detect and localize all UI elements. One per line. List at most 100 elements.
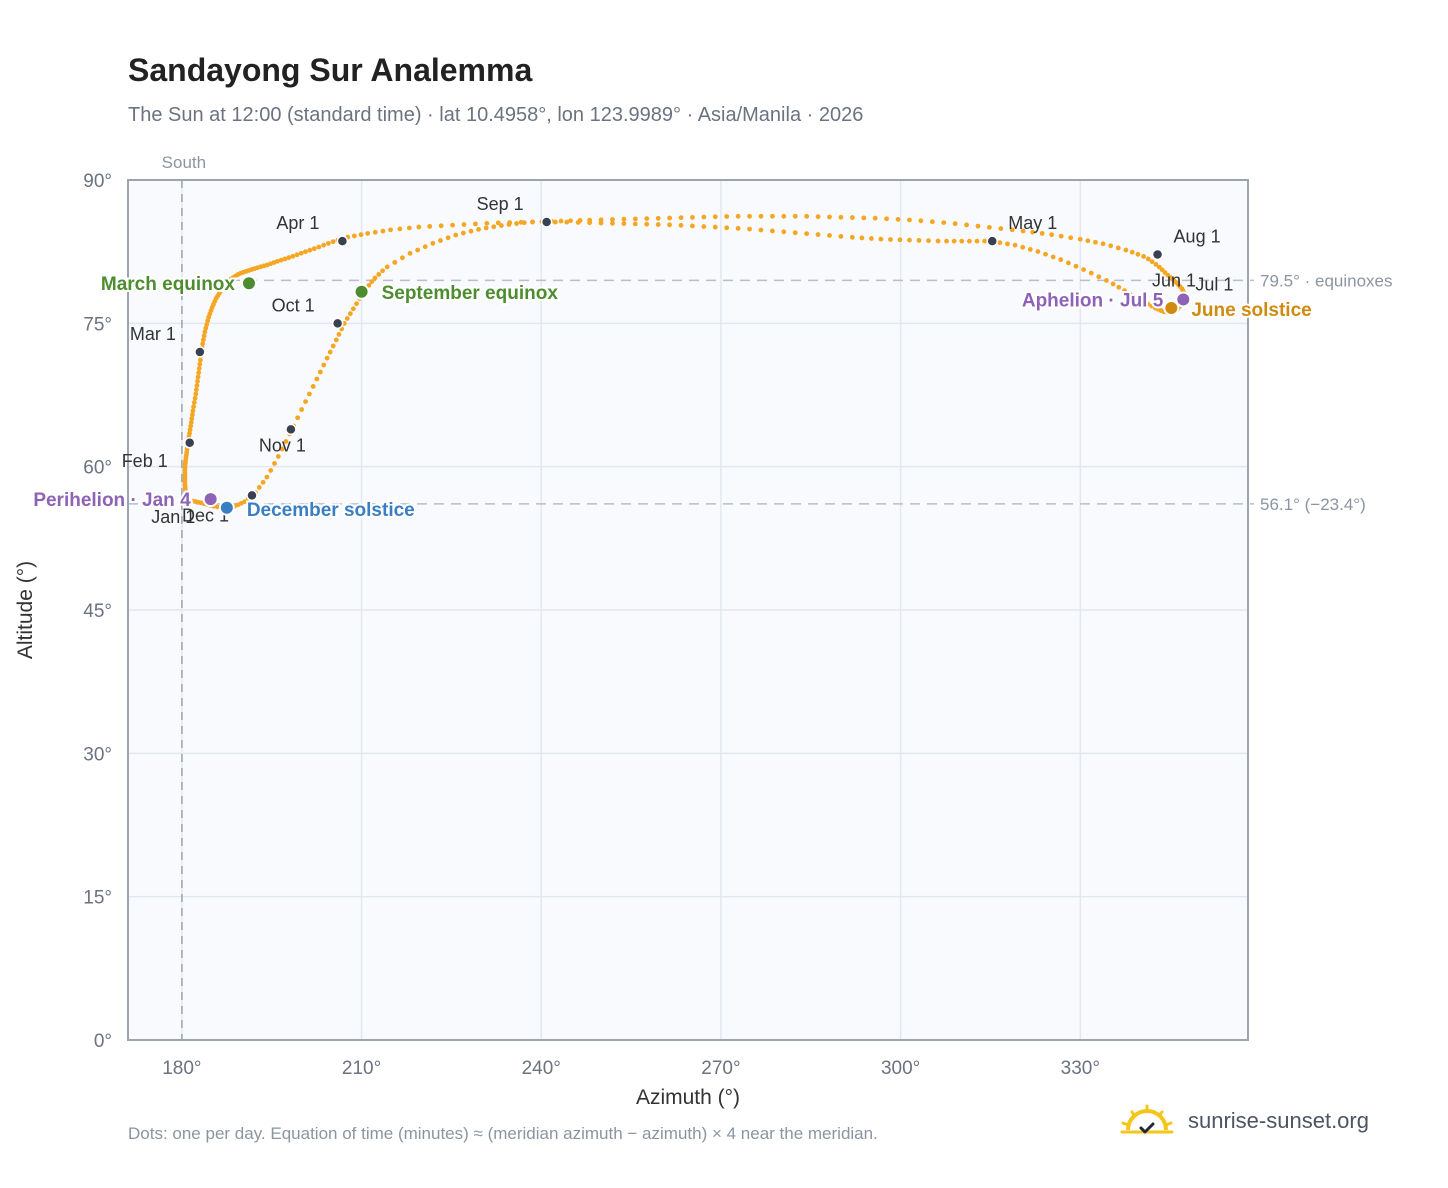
daily-sun-dot xyxy=(781,213,787,219)
daily-sun-dot xyxy=(299,407,305,412)
daily-sun-dot xyxy=(747,213,752,219)
daily-sun-dot xyxy=(1012,242,1018,248)
event-label: June solstice xyxy=(1191,300,1311,321)
y-tick-label: 15° xyxy=(83,888,112,909)
daily-sun-dot xyxy=(929,219,935,225)
month-label: Feb 1 xyxy=(122,451,168,471)
daily-sun-dot xyxy=(187,427,193,433)
event-marker xyxy=(1175,291,1192,308)
daily-sun-dot xyxy=(201,333,207,339)
daily-sun-dot xyxy=(321,242,326,248)
daily-sun-dot xyxy=(952,221,958,227)
daily-sun-dot xyxy=(189,412,195,418)
daily-sun-dot xyxy=(196,366,202,371)
daily-sun-dot xyxy=(769,228,775,234)
daily-sun-dot xyxy=(372,229,378,235)
daily-sun-dot xyxy=(279,446,285,452)
daily-sun-dot xyxy=(1030,229,1036,235)
daily-sun-dot xyxy=(1149,259,1155,265)
daily-sun-dot xyxy=(907,217,912,223)
daily-sun-dot xyxy=(200,341,206,347)
daily-sun-dot xyxy=(397,226,403,232)
daily-sun-dot xyxy=(849,234,855,240)
y-tick-label: 75° xyxy=(83,314,112,335)
daily-sun-dot xyxy=(838,214,844,220)
daily-sun-dot xyxy=(306,391,312,397)
month-marker xyxy=(246,489,258,502)
daily-sun-dot xyxy=(678,215,684,221)
daily-sun-dot xyxy=(1123,247,1129,253)
daily-sun-dot xyxy=(701,224,707,229)
daily-sun-dot xyxy=(1093,239,1098,245)
y-tick-label: 30° xyxy=(83,744,112,765)
south-label: South xyxy=(162,153,206,172)
event-marker xyxy=(353,283,370,300)
daily-sun-dot xyxy=(792,230,798,236)
daily-sun-dot xyxy=(324,355,330,361)
daily-sun-dot xyxy=(888,237,893,242)
month-marker xyxy=(181,497,194,509)
month-marker xyxy=(1130,292,1142,305)
daily-sun-dot xyxy=(193,391,199,397)
reference-line-label: 56.1° (−23.4°) xyxy=(1260,495,1366,514)
daily-sun-dot xyxy=(350,306,356,312)
month-marker xyxy=(336,235,349,247)
daily-sun-dot xyxy=(838,233,844,239)
x-axis-label: Azimuth (°) xyxy=(636,1086,740,1109)
month-marker xyxy=(540,216,553,228)
daily-sun-dot xyxy=(827,233,832,238)
y-tick-label: 90° xyxy=(83,171,112,192)
daily-sun-dot xyxy=(918,218,924,224)
daily-sun-dot xyxy=(792,213,798,219)
daily-sun-dot xyxy=(632,216,638,222)
daily-sun-dot xyxy=(473,221,478,227)
daily-sun-dot xyxy=(272,461,277,466)
daily-sun-dot xyxy=(959,238,965,244)
daily-sun-dot xyxy=(376,272,382,277)
daily-sun-dot xyxy=(1096,274,1102,280)
daily-sun-dot xyxy=(476,227,481,232)
daily-sun-dot xyxy=(1104,278,1109,283)
daily-sun-dot xyxy=(1088,270,1094,276)
daily-sun-dot xyxy=(872,215,878,221)
daily-sun-dot xyxy=(422,244,428,250)
daily-sun-dot xyxy=(724,225,730,231)
sun-logo-icon xyxy=(1120,1104,1174,1134)
y-tick-label: 60° xyxy=(83,458,112,479)
daily-sun-dot xyxy=(1068,235,1074,241)
y-tick-label: 0° xyxy=(94,1031,112,1052)
daily-sun-dot xyxy=(188,420,194,425)
daily-sun-dot xyxy=(468,228,474,234)
month-label: Mar 1 xyxy=(130,324,176,344)
daily-sun-dot xyxy=(344,316,350,321)
daily-sun-dot xyxy=(430,240,436,246)
daily-sun-dot xyxy=(935,238,941,244)
daily-sun-dot xyxy=(290,253,296,259)
daily-sun-dot xyxy=(274,258,280,264)
daily-sun-dot xyxy=(1085,238,1091,244)
daily-sun-dot xyxy=(667,215,673,221)
daily-sun-dot xyxy=(187,430,192,436)
daily-sun-dot xyxy=(1073,263,1079,269)
brand[interactable]: sunrise-sunset.org xyxy=(1120,1104,1369,1138)
daily-sun-dot xyxy=(644,216,650,222)
daily-sun-dot xyxy=(195,378,200,384)
daily-sun-dot xyxy=(197,357,203,363)
daily-sun-dot xyxy=(944,238,949,244)
month-label: Jan 1 xyxy=(151,507,195,527)
daily-sun-dot xyxy=(998,226,1004,231)
daily-sun-dot xyxy=(256,485,262,490)
daily-sun-dot xyxy=(190,408,196,414)
daily-sun-dot xyxy=(564,219,570,225)
event-marker xyxy=(202,491,219,508)
x-tick-label: 270° xyxy=(701,1058,740,1079)
daily-sun-dot xyxy=(438,223,444,229)
daily-sun-dot xyxy=(1058,233,1064,239)
daily-sun-dot xyxy=(997,240,1003,246)
month-marker xyxy=(183,437,196,449)
event-label: Aphelion · Jul 5 xyxy=(1022,290,1164,311)
daily-sun-dot xyxy=(1122,288,1127,293)
daily-sun-dot xyxy=(869,236,874,241)
daily-sun-dot xyxy=(321,362,327,368)
